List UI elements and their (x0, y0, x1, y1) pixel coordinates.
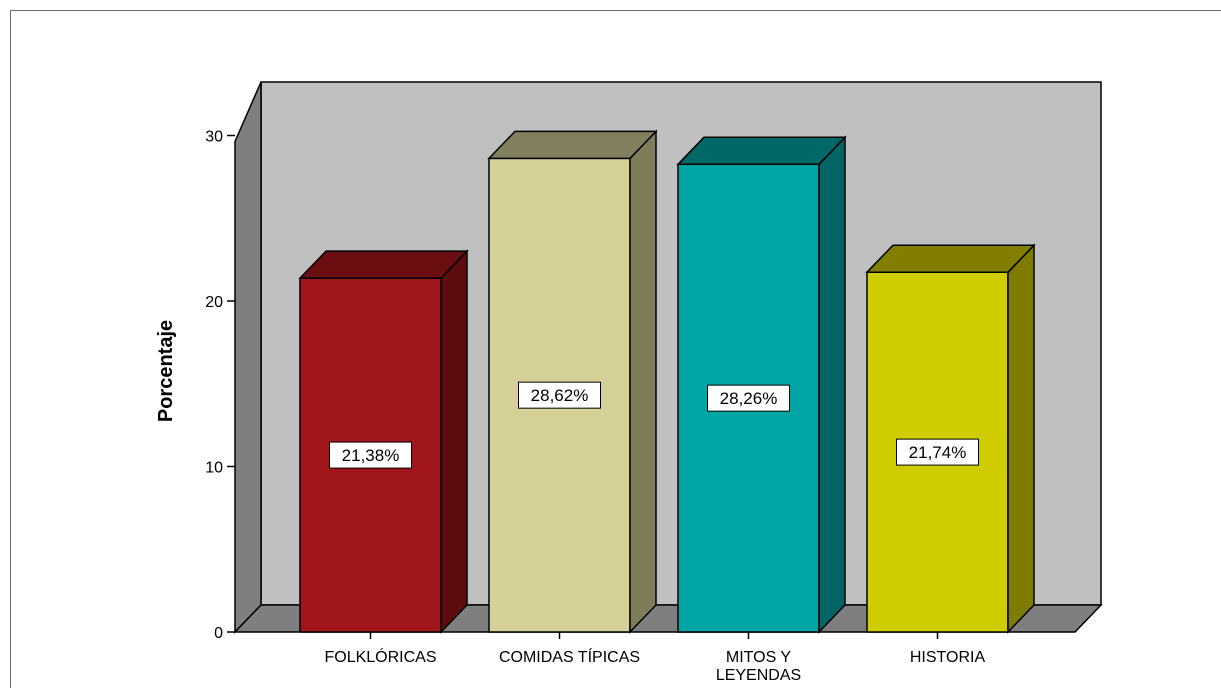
bar-top (676, 136, 847, 166)
bars: 21,38% 28,62% 28,26% 21,74% (298, 129, 1036, 634)
bar-side (818, 135, 846, 634)
bar: 21,74% (865, 243, 1036, 634)
bar-top (298, 250, 469, 279)
bar-top (865, 244, 1036, 273)
bar: 28,62% (487, 129, 658, 634)
y-tick-label: 10 (205, 460, 223, 477)
x-tick-label: MITOS Y LEYENDAS (716, 649, 801, 684)
side-wall (234, 81, 262, 634)
x-tick-label: COMIDAS TÍPICAS (499, 647, 640, 666)
y-tick-label: 30 (205, 129, 223, 146)
y-tick-label: 0 (214, 625, 223, 642)
data-label: 21,74% (909, 443, 967, 462)
data-label: 28,62% (531, 386, 589, 405)
data-label-box (518, 381, 601, 409)
x-tick-label: HISTORIA (910, 649, 986, 666)
data-label-box (329, 441, 412, 469)
bar: 21,38% (298, 249, 469, 634)
data-label-box (896, 438, 979, 466)
bar-side (440, 249, 468, 634)
y-axis: 0 10 20 30 (205, 129, 235, 642)
bar-side (1007, 243, 1035, 634)
y-axis-label: Porcentaje (155, 320, 177, 422)
data-label-box (707, 384, 790, 412)
bar: 28,26% (676, 135, 847, 634)
y-tick-label: 20 (205, 294, 223, 311)
bar-side (629, 129, 657, 634)
x-axis-labels: FOLKLÓRICAS COMIDAS TÍPICAS MITOS Y LEYENDA… (324, 632, 985, 684)
bar-top (487, 130, 658, 160)
x-tick-label: FOLKLÓRICAS (324, 647, 436, 666)
data-label: 21,38% (342, 446, 400, 465)
data-label: 28,26% (720, 389, 778, 408)
